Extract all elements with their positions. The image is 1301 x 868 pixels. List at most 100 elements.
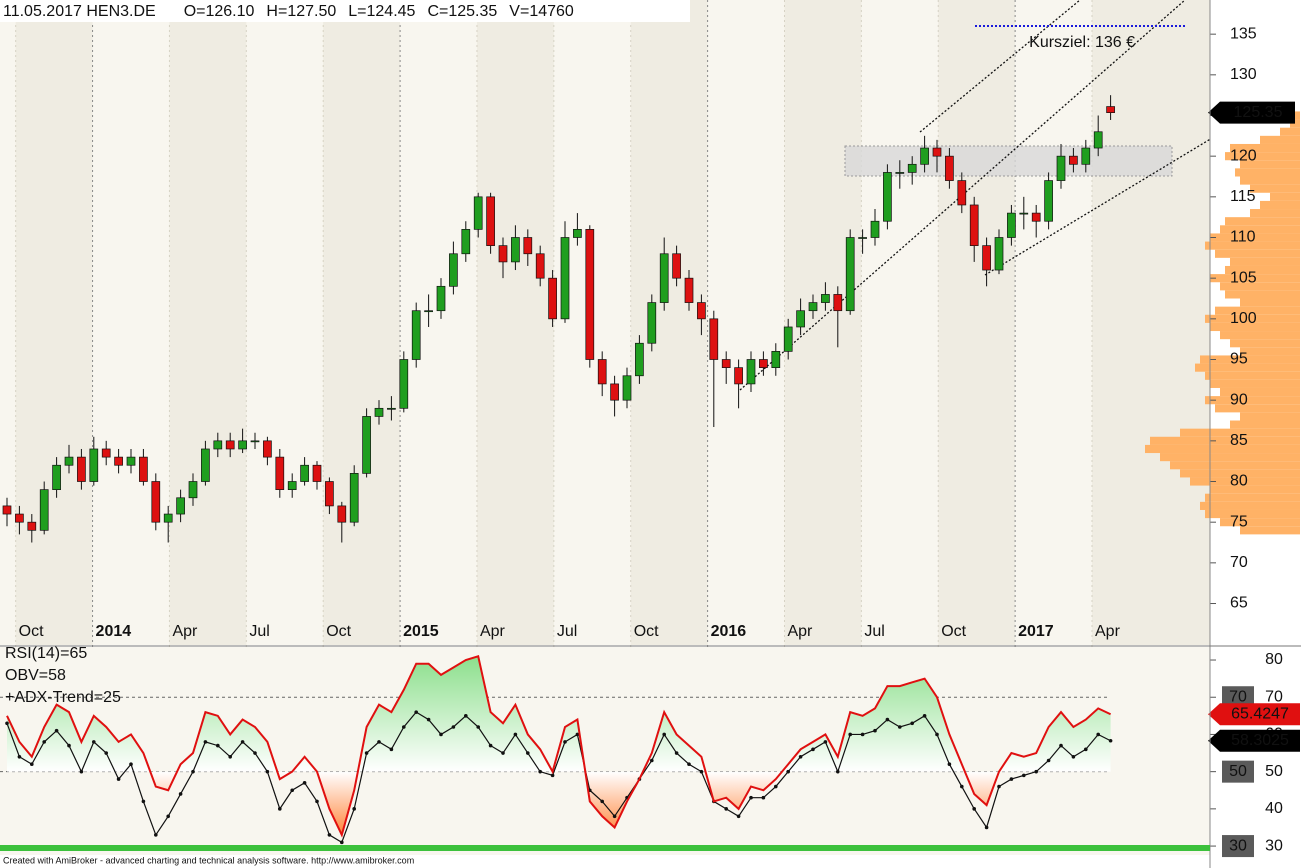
obv-line [6, 711, 1111, 844]
value-badge-label: 65.4247 [1231, 705, 1289, 722]
x-tick-label: Oct [941, 623, 966, 640]
y-tick-label: 80 [1230, 473, 1248, 490]
profile-bar [1270, 192, 1300, 201]
obv-point [724, 807, 728, 811]
profile-bar [1215, 249, 1300, 258]
header-item: V=14760 [509, 3, 574, 20]
obv-point [166, 814, 170, 819]
profile-bar [1240, 412, 1300, 421]
obv-point [67, 743, 71, 748]
x-tick-label: Apr [1095, 623, 1121, 640]
candle-body [77, 456, 86, 482]
candle-body [957, 180, 967, 206]
obv-point [1046, 758, 1051, 763]
profile-bar [1225, 152, 1300, 161]
profile-bar [1205, 396, 1300, 405]
candle-body [312, 464, 322, 482]
candle-body [833, 294, 843, 312]
profile-bar [1220, 331, 1300, 340]
obv-point [1071, 754, 1076, 759]
obv-point [265, 769, 270, 774]
profile-bar [1230, 143, 1300, 153]
candle-body [52, 464, 61, 490]
candle-body [436, 285, 446, 312]
candle-body [126, 456, 136, 466]
candle-body [114, 456, 123, 466]
candle-body [238, 440, 247, 450]
profile-bar [1220, 387, 1300, 397]
x-tick-label: Apr [172, 623, 198, 640]
obv-point [513, 732, 518, 737]
y-tick-label: 50 [1265, 763, 1283, 780]
legend-entry: OBV=58 [5, 667, 66, 684]
profile-bar [1220, 518, 1300, 527]
obv-point [451, 725, 456, 729]
obv-point [30, 762, 34, 767]
candle-body [697, 302, 706, 320]
y-tick-label: 70 [1230, 554, 1248, 571]
candle-body [994, 237, 1004, 271]
bands [15, 0, 1210, 855]
y-tick-label: 70 [1265, 688, 1283, 705]
candle-body [573, 229, 582, 238]
band [323, 0, 401, 645]
profile-bar [1180, 469, 1300, 478]
candle-body [325, 481, 334, 507]
obv-point [774, 784, 778, 789]
y-tick-label: 115 [1230, 188, 1256, 205]
y-tick-label: 100 [1230, 310, 1257, 327]
obv-point [439, 732, 443, 737]
candle-body [1081, 147, 1091, 165]
candle-body [387, 407, 396, 410]
obv-point [947, 762, 952, 767]
candle-body [920, 147, 929, 165]
obv-point [1096, 732, 1100, 737]
candle-body [684, 277, 694, 303]
profile-bar [1225, 217, 1300, 226]
profile-bar [1260, 135, 1300, 144]
level-badge [1222, 686, 1254, 709]
candle-body [27, 521, 37, 531]
resistance-zone [844, 145, 1173, 177]
profile-bar [1292, 111, 1300, 120]
profile-bar [1240, 526, 1300, 535]
y-tick-label: 135 [1230, 25, 1257, 42]
profile-bar [1160, 453, 1300, 462]
candle-body [535, 253, 545, 279]
obv-point [836, 769, 840, 774]
header-item: L=124.45 [348, 3, 415, 20]
candle-body [362, 416, 371, 474]
obv-point [898, 725, 902, 729]
profile-bar [1170, 461, 1300, 470]
profile-bar [1250, 184, 1300, 193]
price-badge-label: 125.35 [1234, 104, 1283, 121]
candle-body [163, 513, 173, 523]
obv-point [476, 725, 481, 729]
band [630, 0, 708, 645]
obv-point [960, 784, 964, 789]
header: 11.05.2017 HEN3.DE O=126.10 H=127.50 L=124.… [3, 3, 574, 20]
channel-line [739, 0, 1186, 391]
target-label: Kursziel: 136 € [1029, 34, 1135, 51]
obv-point [191, 769, 195, 774]
y-tick-label: 90 [1230, 391, 1248, 408]
x-tick-label: 2016 [711, 623, 747, 640]
candle-body [498, 245, 508, 263]
y-tick-label: 75 [1230, 513, 1248, 530]
obv-point [1084, 747, 1088, 752]
obv-point [935, 732, 939, 737]
candle-body [585, 229, 595, 360]
rsi-area-above [7, 656, 1111, 773]
candle-body [945, 155, 954, 181]
candle-body [635, 342, 644, 377]
candle-body [969, 204, 979, 246]
rsi-line [6, 655, 1112, 838]
obv-point [1059, 743, 1063, 748]
profile-bar [1240, 160, 1300, 169]
y-tick-label: 130 [1230, 66, 1257, 83]
obv-point [278, 807, 282, 811]
obv-point [17, 754, 22, 759]
value-badge [1208, 703, 1300, 726]
candle-body [858, 237, 867, 239]
candle-body [15, 513, 24, 523]
